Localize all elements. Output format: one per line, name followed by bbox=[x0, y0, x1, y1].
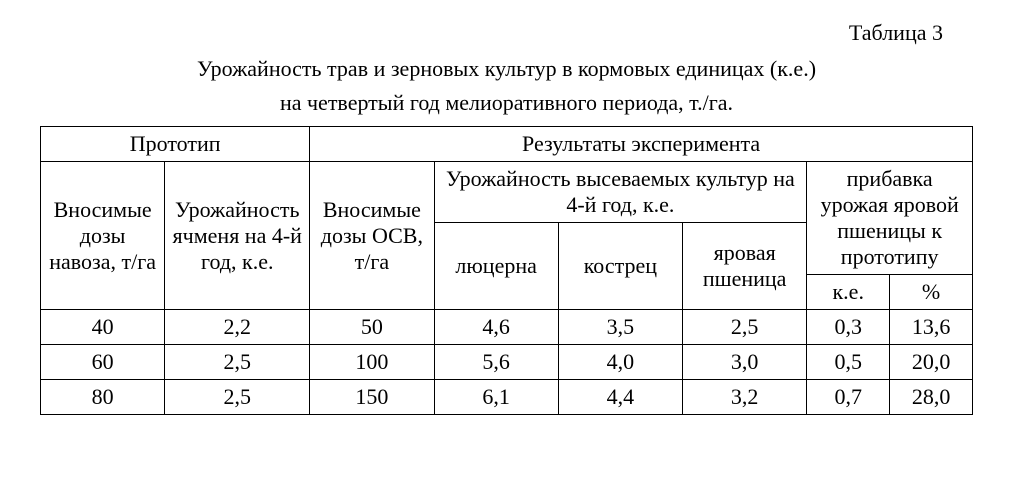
header-row-2: Вносимые дозы навоза, т/га Урожайность я… bbox=[41, 162, 973, 223]
col-lucerne: люцерна bbox=[434, 223, 558, 310]
col-barley: Урожайность ячменя на 4-й год, к.е. bbox=[165, 162, 310, 310]
col-osv: Вносимые дозы ОСВ, т/га bbox=[310, 162, 434, 310]
cell: 2,2 bbox=[165, 310, 310, 345]
table-label: Таблица 3 bbox=[40, 20, 943, 46]
cell: 50 bbox=[310, 310, 434, 345]
cell: 3,0 bbox=[683, 345, 807, 380]
cell: 3,2 bbox=[683, 380, 807, 415]
col-results: Результаты эксперимента bbox=[310, 127, 973, 162]
col-manure: Вносимые дозы навоза, т/га bbox=[41, 162, 165, 310]
cell: 20,0 bbox=[890, 345, 973, 380]
table-row: 40 2,2 50 4,6 3,5 2,5 0,3 13,6 bbox=[41, 310, 973, 345]
cell: 40 bbox=[41, 310, 165, 345]
cell: 13,6 bbox=[890, 310, 973, 345]
cell: 80 bbox=[41, 380, 165, 415]
col-pct: % bbox=[890, 275, 973, 310]
col-wheat: яровая пшеница bbox=[683, 223, 807, 310]
cell: 4,0 bbox=[558, 345, 682, 380]
cell: 0,7 bbox=[807, 380, 890, 415]
cell: 2,5 bbox=[165, 380, 310, 415]
cell: 5,6 bbox=[434, 345, 558, 380]
cell: 2,5 bbox=[683, 310, 807, 345]
col-ke: к.е. bbox=[807, 275, 890, 310]
cell: 100 bbox=[310, 345, 434, 380]
cell: 4,4 bbox=[558, 380, 682, 415]
cell: 6,1 bbox=[434, 380, 558, 415]
cell: 2,5 bbox=[165, 345, 310, 380]
data-table: Прототип Результаты эксперимента Вносимы… bbox=[40, 126, 973, 415]
col-yield4: Урожайность высеваемых культур на 4-й го… bbox=[434, 162, 807, 223]
title-line-2: на четвертый год мелиоративного периода,… bbox=[40, 90, 973, 116]
header-row-1: Прототип Результаты эксперимента bbox=[41, 127, 973, 162]
col-brome: кострец bbox=[558, 223, 682, 310]
cell: 28,0 bbox=[890, 380, 973, 415]
cell: 4,6 bbox=[434, 310, 558, 345]
cell: 0,3 bbox=[807, 310, 890, 345]
cell: 3,5 bbox=[558, 310, 682, 345]
cell: 0,5 bbox=[807, 345, 890, 380]
cell: 60 bbox=[41, 345, 165, 380]
col-prototype: Прототип bbox=[41, 127, 310, 162]
cell: 150 bbox=[310, 380, 434, 415]
table-row: 60 2,5 100 5,6 4,0 3,0 0,5 20,0 bbox=[41, 345, 973, 380]
title-line-1: Урожайность трав и зерновых культур в ко… bbox=[40, 56, 973, 82]
col-gain: прибавка урожая яровой пшеницы к прототи… bbox=[807, 162, 973, 275]
table-row: 80 2,5 150 6,1 4,4 3,2 0,7 28,0 bbox=[41, 380, 973, 415]
